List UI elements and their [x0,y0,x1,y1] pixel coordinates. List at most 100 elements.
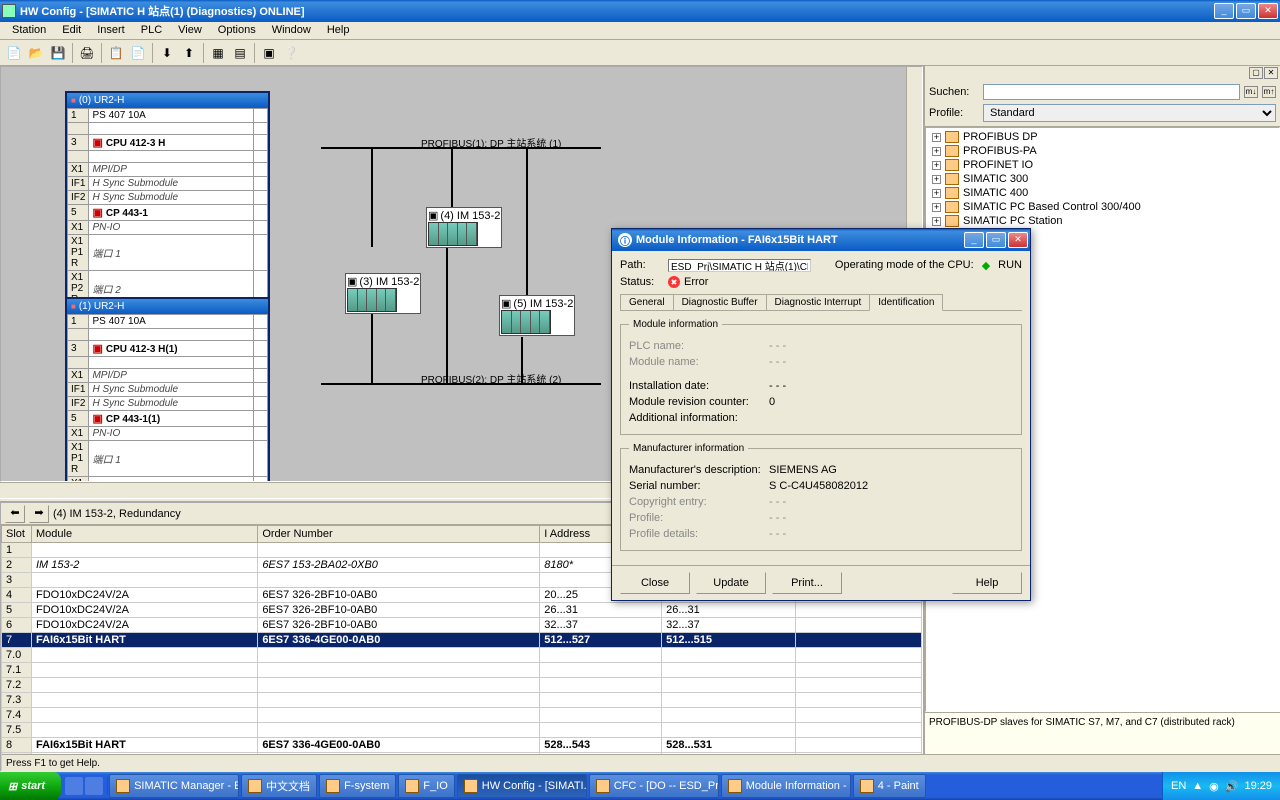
table-row[interactable]: 5FDO10xDC24V/2A6ES7 326-2BF10-0AB026...3… [2,603,922,618]
tree-item[interactable]: +SIMATIC 400 [928,186,1277,200]
status-error: Error [668,276,708,288]
device-5[interactable]: ▣(5) IM 153-2 [499,295,575,336]
start-button[interactable]: ⊞start [0,772,61,800]
maximize-button[interactable]: ▭ [1236,3,1256,19]
upload-icon[interactable]: ⬆ [179,43,199,63]
help-button[interactable]: Help [952,572,1022,594]
menu-help[interactable]: Help [319,22,358,39]
app-icon [2,4,16,18]
search-dn-icon[interactable]: m↓ [1244,86,1258,98]
app-titlebar: HW Config - [SIMATIC H 站点(1) (Diagnostic… [0,0,1280,22]
list-icon[interactable]: ▤ [230,43,250,63]
download-icon[interactable]: ⬇ [157,43,177,63]
paste-icon[interactable]: 📄 [128,43,148,63]
table-row[interactable]: 8FAI6x15Bit HART6ES7 336-4GE00-0AB0528..… [2,738,922,753]
table-row[interactable]: 7.4 [2,708,922,723]
taskbar-item[interactable]: F_IO [398,774,454,798]
help-icon[interactable]: ❔ [281,43,301,63]
menubar: StationEditInsertPLCViewOptionsWindowHel… [0,22,1280,40]
status-bar: Press F1 to get Help. [2,754,1280,772]
dlg-min-button[interactable]: _ [964,232,984,248]
dlg-close-button[interactable]: ✕ [1008,232,1028,248]
nav-back-button[interactable]: ⬅ [5,505,25,523]
open-icon[interactable]: 📂 [26,43,46,63]
taskbar-item[interactable]: 中文文档 [241,774,317,798]
rack-1-title: (1) UR2-H [67,299,268,314]
tree-item[interactable]: +PROFINET IO [928,158,1277,172]
toolbar: 📄 📂 💾 🖨 📋 📄 ⬇ ⬆ ▦ ▤ ▣ ❔ [0,40,1280,66]
menu-insert[interactable]: Insert [89,22,133,39]
minimize-button[interactable]: _ [1214,3,1234,19]
copy-icon[interactable]: 📋 [106,43,126,63]
taskbar-item[interactable]: SIMATIC Manager - E... [109,774,239,798]
menu-station[interactable]: Station [4,22,54,39]
quick-launch [61,777,108,795]
tray-icon[interactable]: ◉ [1209,780,1219,793]
taskbar-item[interactable]: CFC - [DO -- ESD_Prj... [589,774,719,798]
taskbar-item[interactable]: HW Config - [SIMATI... [457,774,587,798]
tree-item[interactable]: +PROFIBUS-PA [928,144,1277,158]
search-input[interactable] [983,84,1240,100]
table-row[interactable]: 7.1 [2,663,922,678]
menu-options[interactable]: Options [210,22,264,39]
nav-label: (4) IM 153-2, Redundancy [53,508,181,520]
dialog-title: Module Information - FAI6x15Bit HART [614,233,964,247]
search-label: Suchen: [929,86,979,98]
table-row[interactable]: 7.3 [2,693,922,708]
close-button[interactable]: ✕ [1258,3,1278,19]
tab-general[interactable]: General [620,294,674,310]
tab-identification[interactable]: Identification [869,294,943,311]
table-row[interactable]: 7FAI6x15Bit HART6ES7 336-4GE00-0AB0512..… [2,633,922,648]
menu-window[interactable]: Window [264,22,319,39]
tab-diagnostic-interrupt[interactable]: Diagnostic Interrupt [766,294,871,310]
taskbar-item[interactable]: Module Information - ... [721,774,851,798]
print-icon[interactable]: 🖨 [77,43,97,63]
tab-diagnostic-buffer[interactable]: Diagnostic Buffer [673,294,767,310]
menu-plc[interactable]: PLC [133,22,170,39]
profile-label: Profile: [929,107,979,119]
catalog-close-icon[interactable]: ✕ [1264,67,1278,79]
tree-item[interactable]: +PROFIBUS DP [928,130,1277,144]
tray-icon[interactable]: 🔊 [1225,780,1239,793]
profile-select[interactable]: Standard [983,104,1276,122]
tree-item[interactable]: +SIMATIC PC Based Control 300/400 [928,200,1277,214]
tree-item[interactable]: +SIMATIC PC Station [928,214,1277,228]
app-title: HW Config - [SIMATIC H 站点(1) (Diagnostic… [20,3,1214,19]
dlg-max-button[interactable]: ▭ [986,232,1006,248]
tray-icon[interactable]: ▲ [1192,780,1203,792]
print-button[interactable]: Print... [772,572,842,594]
table-row[interactable]: 7.2 [2,678,922,693]
taskbar: ⊞start SIMATIC Manager - E...中文文档F-syste… [0,772,1280,800]
taskbar-item[interactable]: F-system [319,774,396,798]
device-4[interactable]: ▣(4) IM 153-2 [426,207,502,248]
table-row[interactable]: 6FDO10xDC24V/2A6ES7 326-2BF10-0AB032...3… [2,618,922,633]
clock: 19:29 [1244,780,1272,792]
taskbar-item[interactable]: 4 - Paint [853,774,926,798]
table-row[interactable]: 7.0 [2,648,922,663]
search-up-icon[interactable]: m↑ [1262,86,1276,98]
ql-ie-icon[interactable] [65,777,83,795]
ql-desktop-icon[interactable] [85,777,103,795]
dialog-tabs: GeneralDiagnostic BufferDiagnostic Inter… [620,294,1022,311]
menu-view[interactable]: View [170,22,210,39]
menu-edit[interactable]: Edit [54,22,89,39]
new-icon[interactable]: 📄 [4,43,24,63]
catalog-icon[interactable]: ▣ [259,43,279,63]
rack-1[interactable]: (1) UR2-H 1PS 407 10A3▣ CPU 412-3 H(1)X1… [65,297,270,482]
rack-0-title: (0) UR2-H [67,93,268,108]
tree-item[interactable]: +SIMATIC 300 [928,172,1277,186]
bus2-line [321,383,601,385]
nav-fwd-button[interactable]: ➡ [29,505,49,523]
module-info-dialog: Module Information - FAI6x15Bit HART _ ▭… [611,228,1031,601]
save-icon[interactable]: 💾 [48,43,68,63]
catalog-pin-icon[interactable]: ▢ [1249,67,1263,79]
bus1-line [321,147,601,149]
close-button[interactable]: Close [620,572,690,594]
grid-icon[interactable]: ▦ [208,43,228,63]
rack-0[interactable]: (0) UR2-H 1PS 407 10A3▣ CPU 412-3 HX1MPI… [65,91,270,309]
system-tray[interactable]: EN ▲ ◉ 🔊 19:29 [1162,772,1280,800]
table-row[interactable]: 7.5 [2,723,922,738]
path-field [668,259,811,272]
device-3[interactable]: ▣(3) IM 153-2 [345,273,421,314]
update-button[interactable]: Update [696,572,766,594]
